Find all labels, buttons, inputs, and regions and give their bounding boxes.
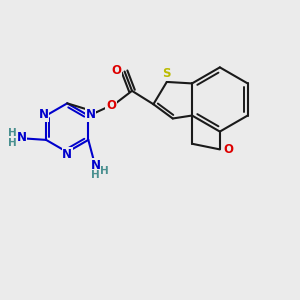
Text: H: H [8, 138, 16, 148]
Text: N: N [91, 159, 101, 172]
Text: H: H [100, 166, 109, 176]
Text: N: N [16, 131, 26, 144]
Text: H: H [8, 128, 16, 138]
Text: O: O [224, 143, 234, 156]
Text: O: O [111, 64, 121, 77]
Text: H: H [92, 170, 100, 180]
Text: N: N [86, 108, 96, 121]
Text: O: O [106, 99, 116, 112]
Text: N: N [39, 108, 49, 121]
Text: S: S [163, 67, 171, 80]
Text: N: N [62, 148, 72, 161]
